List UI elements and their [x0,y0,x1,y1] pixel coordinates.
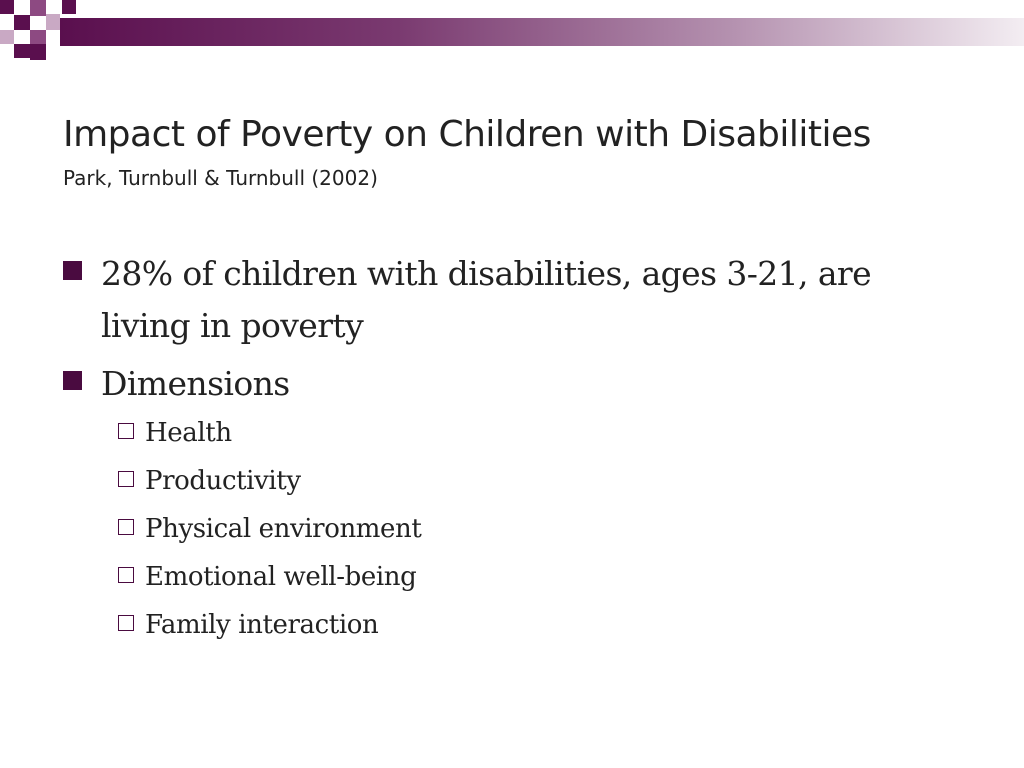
sub-bullet-text: Family interaction [145,610,379,640]
square-bullet-icon [63,371,82,390]
sub-bullet-text: Productivity [145,466,301,496]
decor-square [30,44,46,60]
decor-square [30,0,46,16]
decor-square [14,15,30,30]
hollow-square-bullet-icon [118,519,134,535]
decor-square [30,30,46,44]
sub-bullet-item: Health [63,416,963,450]
decor-square [0,0,14,14]
bullet-text: Dimensions [101,364,290,403]
sub-bullet-item: Emotional well-being [63,560,963,594]
decor-square [14,44,30,58]
sub-bullet-list: Health Productivity Physical environment… [63,416,963,642]
decor-square [62,0,76,14]
sub-bullet-item: Family interaction [63,608,963,642]
decor-square [0,30,14,44]
header-gradient-bar [60,18,1024,46]
hollow-square-bullet-icon [118,423,134,439]
sub-bullet-item: Productivity [63,464,963,498]
sub-bullet-item: Physical environment [63,512,963,546]
slide-content: 28% of children with disabilities, ages … [63,248,963,656]
decor-square [46,14,60,30]
hollow-square-bullet-icon [118,567,134,583]
hollow-square-bullet-icon [118,615,134,631]
square-bullet-icon [63,261,82,280]
sub-bullet-text: Emotional well-being [145,562,417,592]
sub-bullet-text: Physical environment [145,514,422,544]
bullet-text: 28% of children with disabilities, ages … [101,254,872,345]
hollow-square-bullet-icon [118,471,134,487]
title-block: Impact of Poverty on Children with Disab… [63,112,983,192]
bullet-item: 28% of children with disabilities, ages … [63,248,963,352]
slide-title: Impact of Poverty on Children with Disab… [63,114,871,155]
slide-subtitle: Park, Turnbull & Turnbull (2002) [63,166,378,190]
sub-bullet-text: Health [145,418,232,448]
bullet-item: Dimensions [63,358,963,410]
